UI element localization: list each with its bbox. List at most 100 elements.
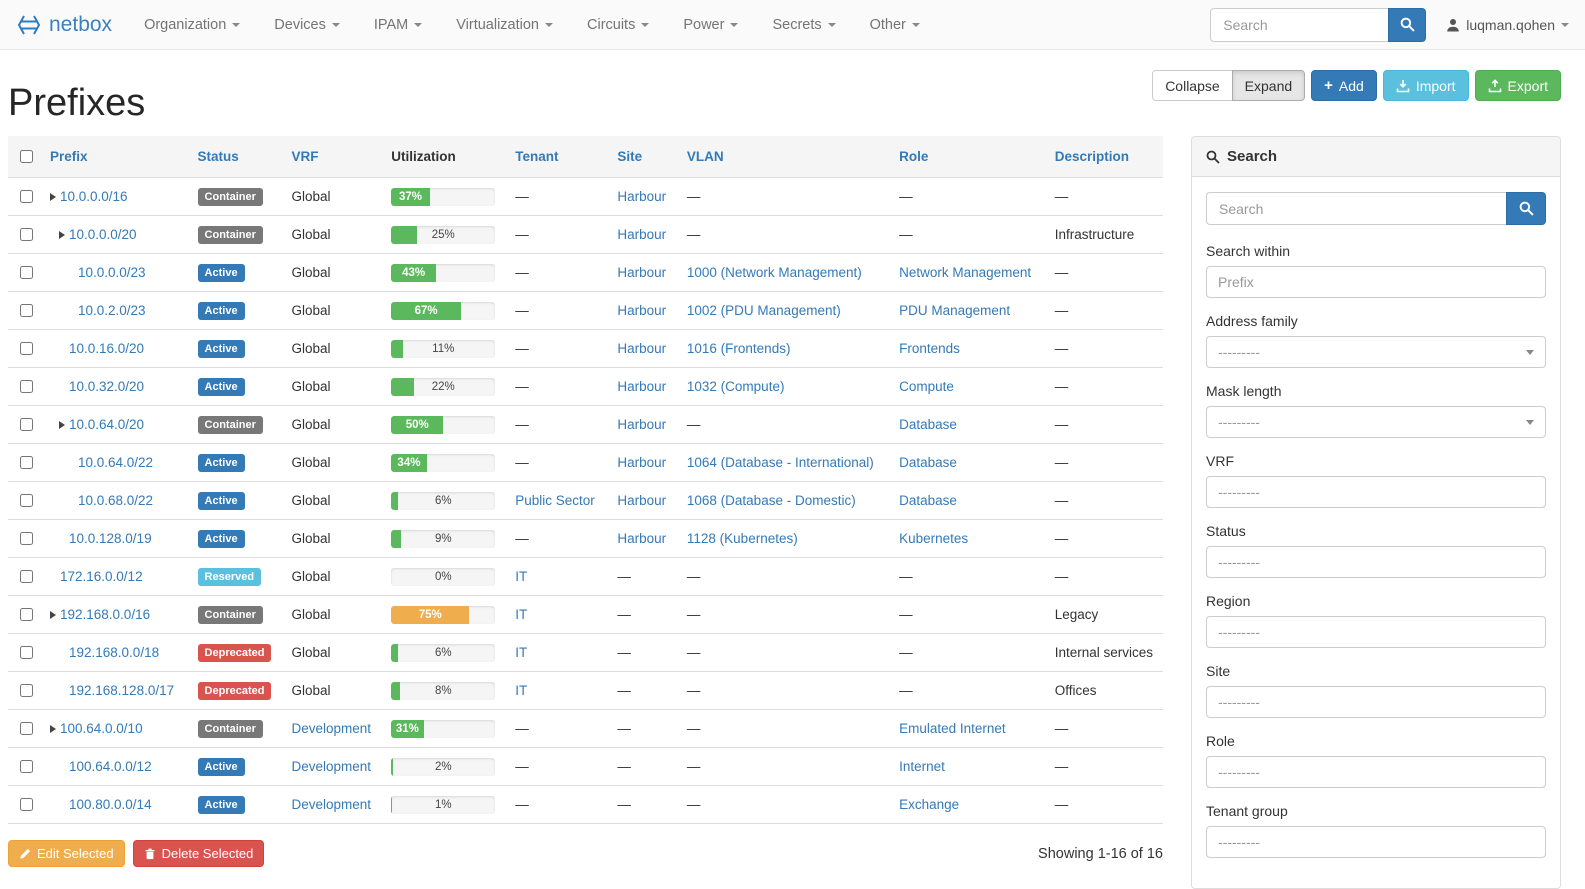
site-link[interactable]: Harbour	[617, 265, 667, 280]
filter-input-site[interactable]	[1206, 686, 1546, 718]
vrf-link[interactable]: Development	[291, 721, 372, 736]
role-link[interactable]: Database	[899, 493, 957, 508]
filter-input-status[interactable]	[1206, 546, 1546, 578]
row-checkbox[interactable]	[20, 684, 33, 697]
row-checkbox[interactable]	[20, 456, 33, 469]
column-header-vlan[interactable]: VLAN	[676, 136, 890, 178]
site-link[interactable]: Harbour	[617, 531, 667, 546]
collapse-button[interactable]: Collapse	[1152, 70, 1233, 101]
row-checkbox[interactable]	[20, 570, 33, 583]
prefix-link[interactable]: 100.80.0.0/14	[69, 797, 152, 812]
prefix-link[interactable]: 10.0.64.0/20	[69, 417, 145, 432]
tenant-link[interactable]: IT	[515, 607, 528, 622]
filter-search-input[interactable]	[1206, 192, 1506, 225]
column-header-status[interactable]: Status	[187, 136, 282, 178]
prefix-link[interactable]: 10.0.2.0/23	[78, 303, 146, 318]
row-checkbox[interactable]	[20, 646, 33, 659]
row-checkbox[interactable]	[20, 760, 33, 773]
site-link[interactable]: Harbour	[617, 227, 667, 242]
vlan-link[interactable]: 1000 (Network Management)	[686, 265, 862, 280]
tenant-link[interactable]: Public Sector	[515, 493, 595, 508]
prefix-link[interactable]: 10.0.64.0/22	[78, 455, 154, 470]
site-link[interactable]: Harbour	[617, 341, 667, 356]
prefix-link[interactable]: 10.0.68.0/22	[78, 493, 154, 508]
tenant-link[interactable]: IT	[515, 645, 528, 660]
site-link[interactable]: Harbour	[617, 303, 667, 318]
vrf-link[interactable]: Development	[291, 759, 372, 774]
filter-search-button[interactable]	[1506, 192, 1546, 225]
prefix-link[interactable]: 192.168.0.0/18	[69, 645, 160, 660]
row-checkbox[interactable]	[20, 608, 33, 621]
role-link[interactable]: Database	[899, 417, 957, 432]
column-header-site[interactable]: Site	[607, 136, 677, 178]
prefix-link[interactable]: 192.168.128.0/17	[69, 683, 175, 698]
expand-caret-icon[interactable]	[50, 611, 56, 619]
filter-input-search-within[interactable]	[1206, 266, 1546, 298]
import-button[interactable]: Import	[1382, 70, 1469, 101]
role-link[interactable]: Network Management	[899, 265, 1032, 280]
row-checkbox[interactable]	[20, 380, 33, 393]
prefix-link[interactable]: 100.64.0.0/12	[69, 759, 152, 774]
column-header-prefix[interactable]: Prefix	[40, 136, 188, 178]
row-checkbox[interactable]	[20, 418, 33, 431]
expand-caret-icon[interactable]	[59, 421, 65, 429]
expand-button[interactable]: Expand	[1231, 70, 1306, 101]
filter-select-address-family[interactable]: ---------	[1206, 336, 1546, 368]
vlan-link[interactable]: 1016 (Frontends)	[686, 341, 791, 356]
column-header-tenant[interactable]: Tenant	[505, 136, 608, 178]
nav-menu-secrets[interactable]: Secrets	[772, 17, 836, 33]
row-checkbox[interactable]	[20, 342, 33, 355]
tenant-link[interactable]: IT	[515, 683, 528, 698]
column-header-description[interactable]: Description	[1044, 136, 1163, 178]
vlan-link[interactable]: 1068 (Database - Domestic)	[686, 493, 856, 508]
site-link[interactable]: Harbour	[617, 417, 667, 432]
filter-select-mask-length[interactable]: ---------	[1206, 406, 1546, 438]
role-link[interactable]: Kubernetes	[899, 531, 969, 546]
prefix-link[interactable]: 10.0.0.0/16	[60, 189, 128, 204]
global-search-input[interactable]	[1210, 7, 1389, 42]
prefix-link[interactable]: 10.0.32.0/20	[69, 379, 145, 394]
nav-menu-devices[interactable]: Devices	[274, 17, 340, 33]
row-checkbox[interactable]	[20, 798, 33, 811]
prefix-link[interactable]: 10.0.0.0/23	[78, 265, 146, 280]
site-link[interactable]: Harbour	[617, 189, 667, 204]
nav-menu-circuits[interactable]: Circuits	[587, 17, 650, 33]
tenant-link[interactable]: IT	[515, 569, 528, 584]
delete-selected-button[interactable]: Delete Selected	[132, 840, 265, 867]
filter-input-vrf[interactable]	[1206, 476, 1546, 508]
row-checkbox[interactable]	[20, 494, 33, 507]
site-link[interactable]: Harbour	[617, 455, 667, 470]
brand[interactable]: netbox	[16, 13, 112, 37]
role-link[interactable]: Compute	[899, 379, 954, 394]
export-button[interactable]: Export	[1474, 70, 1561, 101]
row-checkbox[interactable]	[20, 532, 33, 545]
column-header-role[interactable]: Role	[889, 136, 1045, 178]
prefix-link[interactable]: 10.0.0.0/20	[69, 227, 137, 242]
prefix-link[interactable]: 10.0.16.0/20	[69, 341, 145, 356]
prefix-link[interactable]: 172.16.0.0/12	[60, 569, 143, 584]
row-checkbox[interactable]	[20, 190, 33, 203]
vlan-link[interactable]: 1064 (Database - International)	[686, 455, 874, 470]
vrf-link[interactable]: Development	[291, 797, 372, 812]
filter-input-region[interactable]	[1206, 616, 1546, 648]
nav-menu-ipam[interactable]: IPAM	[374, 17, 423, 33]
row-checkbox[interactable]	[20, 228, 33, 241]
global-search-button[interactable]	[1388, 7, 1427, 42]
role-link[interactable]: Exchange	[899, 797, 960, 812]
site-link[interactable]: Harbour	[617, 379, 667, 394]
prefix-link[interactable]: 100.64.0.0/10	[60, 721, 143, 736]
edit-selected-button[interactable]: Edit Selected	[8, 840, 125, 867]
expand-caret-icon[interactable]	[59, 231, 65, 239]
role-link[interactable]: Emulated Internet	[899, 721, 1006, 736]
select-all-checkbox[interactable]	[20, 150, 33, 163]
role-link[interactable]: PDU Management	[899, 303, 1011, 318]
expand-caret-icon[interactable]	[50, 193, 56, 201]
expand-caret-icon[interactable]	[50, 725, 56, 733]
role-link[interactable]: Internet	[899, 759, 945, 774]
site-link[interactable]: Harbour	[617, 493, 667, 508]
vlan-link[interactable]: 1032 (Compute)	[686, 379, 785, 394]
nav-menu-power[interactable]: Power	[683, 17, 739, 33]
vlan-link[interactable]: 1128 (Kubernetes)	[686, 531, 798, 546]
nav-menu-other[interactable]: Other	[870, 17, 920, 33]
row-checkbox[interactable]	[20, 722, 33, 735]
